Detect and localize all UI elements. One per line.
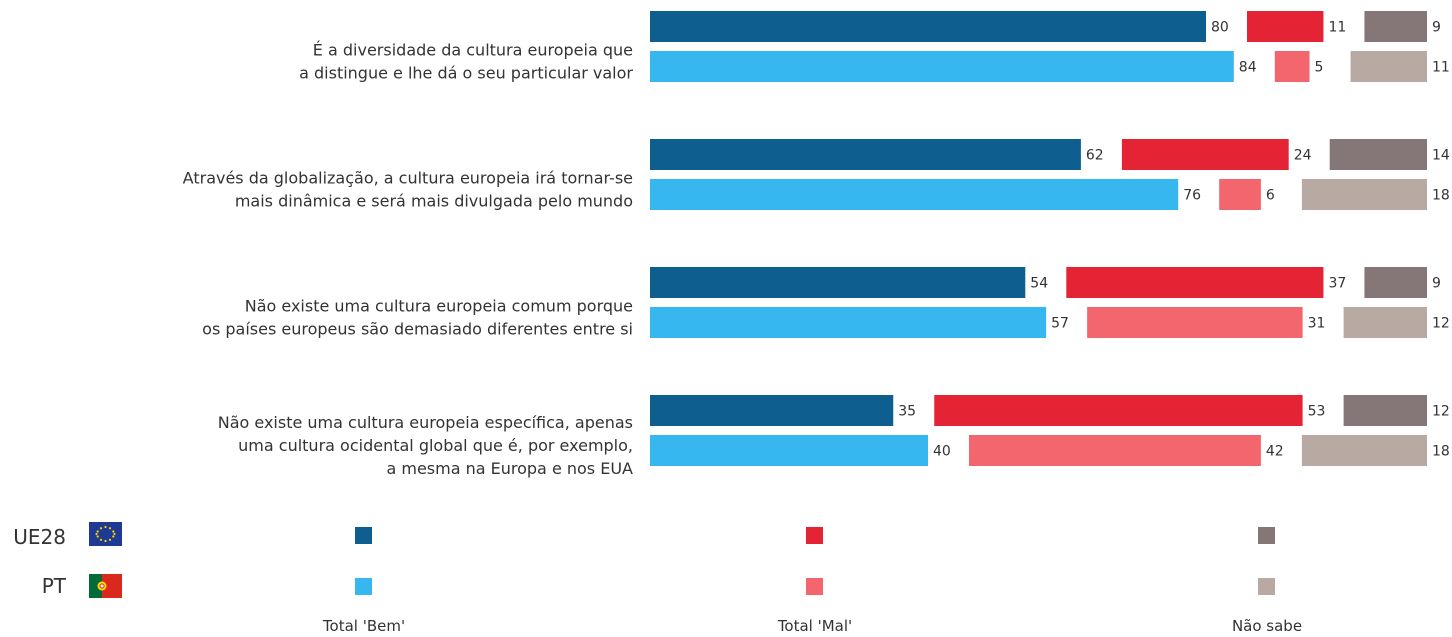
bar-ue28-nao-sabe xyxy=(1343,395,1427,426)
bar-pt-bem xyxy=(650,307,1047,338)
bar-ue28-mal xyxy=(1066,267,1324,298)
value-label: 18 xyxy=(1432,188,1450,204)
category-label-line: a mesma na Europa e nos EUA xyxy=(386,459,633,478)
bar-ue28-bem xyxy=(650,267,1026,298)
bar-pt-mal xyxy=(1087,307,1303,338)
bar-pt-bem xyxy=(650,51,1234,82)
bar-pt-mal xyxy=(1274,51,1310,82)
value-label: 57 xyxy=(1051,316,1069,332)
bar-pt-nao-sabe xyxy=(1301,435,1427,466)
legend-swatch-pt-mal xyxy=(806,578,823,595)
category-label-line: a distingue e lhe dá o seu particular va… xyxy=(299,64,633,83)
bar-ue28-mal xyxy=(1121,139,1289,170)
value-label: 12 xyxy=(1432,404,1450,420)
value-label: 80 xyxy=(1211,20,1229,36)
legend-group-ue28: UE28 xyxy=(13,525,66,549)
legend-label-mal: Total 'Mal' xyxy=(777,617,852,635)
bar-ue28-nao-sabe xyxy=(1329,139,1427,170)
category-label-line: uma cultura ocidental global que é, por … xyxy=(238,436,633,455)
value-label: 9 xyxy=(1432,276,1441,292)
value-label: 54 xyxy=(1030,276,1048,292)
value-label: 6 xyxy=(1266,188,1275,204)
bar-ue28-bem xyxy=(650,11,1206,42)
legend-swatch-ue28-nao-sabe xyxy=(1258,527,1275,544)
bar-ue28-nao-sabe xyxy=(1364,11,1427,42)
bar-pt-nao-sabe xyxy=(1350,51,1427,82)
legend-swatch-ue28-mal xyxy=(806,527,823,544)
bar-pt-mal xyxy=(969,435,1261,466)
legend: UE28 PT xyxy=(13,522,1302,635)
bar-ue28-nao-sabe xyxy=(1364,267,1427,298)
value-label: 42 xyxy=(1266,444,1284,460)
value-label: 37 xyxy=(1328,276,1346,292)
value-label: 35 xyxy=(898,404,916,420)
value-label: 5 xyxy=(1315,60,1324,76)
eu-flag-icon xyxy=(89,522,122,546)
bar-ue28-bem xyxy=(650,139,1081,170)
value-label: 11 xyxy=(1328,20,1346,36)
category-label-line: os países europeus são demasiado diferen… xyxy=(202,320,633,339)
bar-pt-bem xyxy=(650,179,1179,210)
category-label-line: mais dinâmica e será mais divulgada pelo… xyxy=(235,192,633,211)
bar-ue28-mal xyxy=(1247,11,1324,42)
value-label: 11 xyxy=(1432,60,1450,76)
bar-ue28-mal xyxy=(934,395,1303,426)
value-label: 40 xyxy=(933,444,951,460)
legend-swatch-pt-bem xyxy=(355,578,372,595)
value-label: 84 xyxy=(1239,60,1257,76)
legend-swatch-pt-nao-sabe xyxy=(1258,578,1275,595)
value-label: 14 xyxy=(1432,148,1450,164)
bars: 80 11 9 84 5 11 62 24 14 76 6 18 54 37 9 57 31 12 35 53 12 40… xyxy=(650,11,1450,466)
category-label-line: É a diversidade da cultura europeia que xyxy=(313,41,633,60)
bar-ue28-bem xyxy=(650,395,894,426)
value-label: 18 xyxy=(1432,444,1450,460)
legend-group-pt: PT xyxy=(42,574,67,598)
portugal-flag-icon xyxy=(89,574,122,598)
legend-swatch-ue28-bem xyxy=(355,527,372,544)
category-label-line: Não existe uma cultura europeia comum po… xyxy=(245,297,633,316)
legend-label-bem: Total 'Bem' xyxy=(322,617,405,635)
value-label: 62 xyxy=(1086,148,1104,164)
value-label: 24 xyxy=(1294,148,1312,164)
category-label-line: Não existe uma cultura europeia específi… xyxy=(218,413,633,432)
value-label: 31 xyxy=(1308,316,1326,332)
category-labels: É a diversidade da cultura europeia que a… xyxy=(183,41,634,479)
bar-pt-nao-sabe xyxy=(1301,179,1427,210)
value-label: 53 xyxy=(1308,404,1326,420)
value-label: 12 xyxy=(1432,316,1450,332)
bar-pt-bem xyxy=(650,435,928,466)
value-label: 9 xyxy=(1432,20,1441,36)
category-label-line: Através da globalização, a cultura europ… xyxy=(183,169,633,188)
bar-pt-mal xyxy=(1219,179,1261,210)
legend-label-nao-sabe: Não sabe xyxy=(1232,617,1302,635)
value-label: 76 xyxy=(1183,188,1201,204)
bar-pt-nao-sabe xyxy=(1343,307,1427,338)
